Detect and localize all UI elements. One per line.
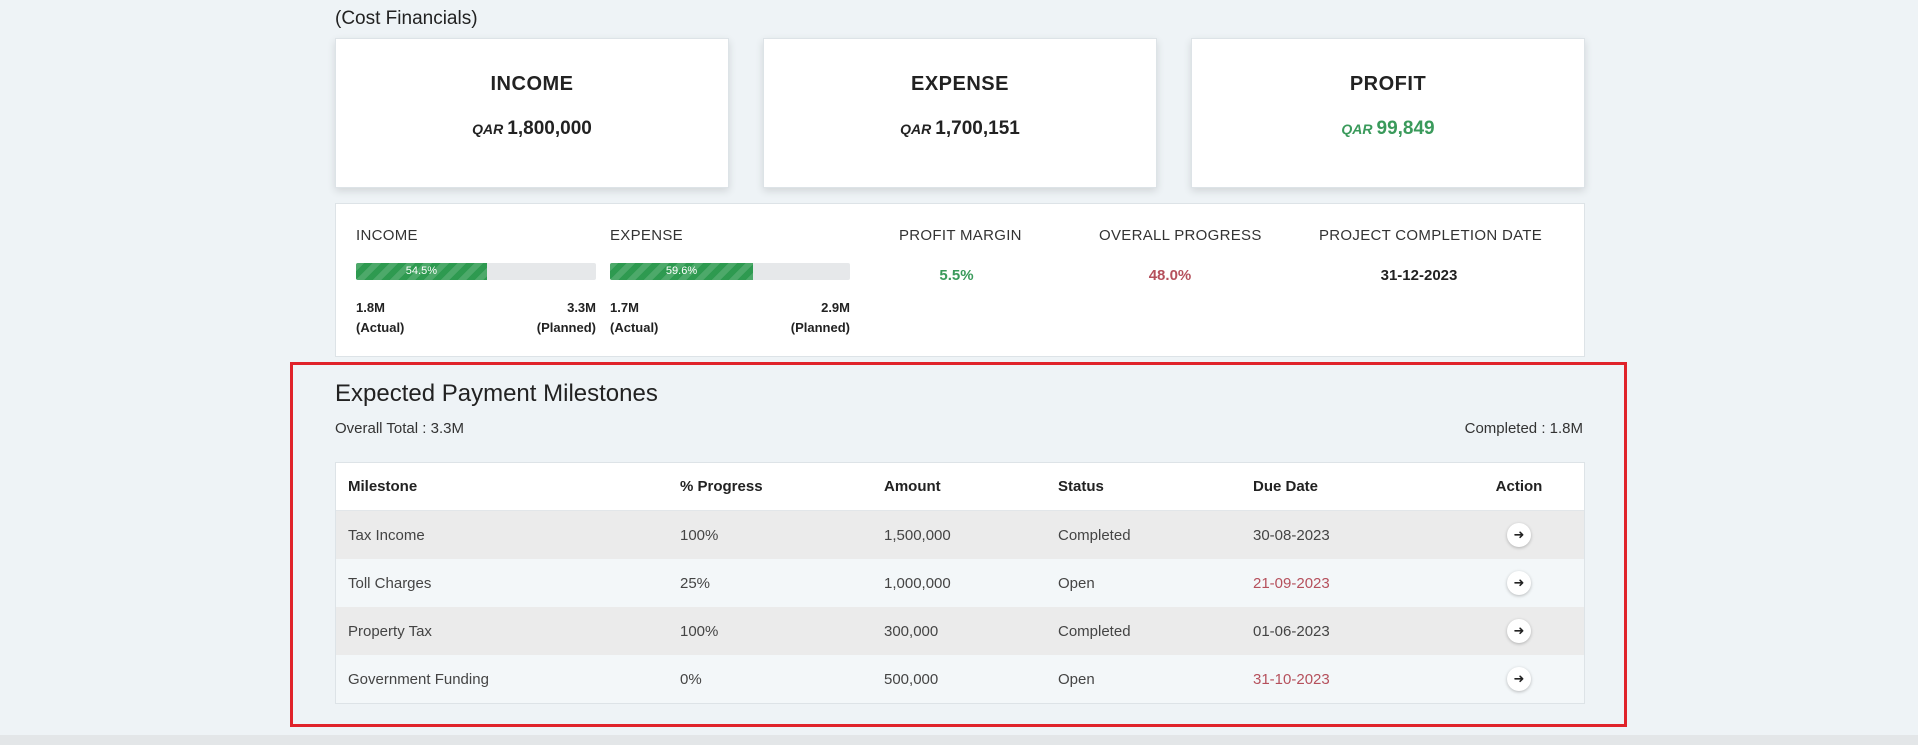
- table-row: Government Funding 0% 500,000 Open 31-10…: [336, 655, 1584, 703]
- income-actual: 1.8M (Actual): [356, 298, 404, 338]
- expense-card-title: EXPENSE: [911, 73, 1009, 95]
- cell-action: ➜: [1454, 655, 1584, 703]
- cell-amount: 1,500,000: [872, 510, 1046, 559]
- income-actual-label: (Actual): [356, 320, 405, 335]
- table-row: Toll Charges 25% 1,000,000 Open 21-09-20…: [336, 559, 1584, 607]
- cell-due-date: 01-06-2023: [1241, 607, 1454, 655]
- milestones-table: Milestone % Progress Amount Status Due D…: [335, 462, 1585, 704]
- cell-milestone: Property Tax: [336, 607, 668, 655]
- income-amount: 1,800,000: [507, 118, 592, 139]
- milestones-completed-total: Completed : 1.8M: [1464, 420, 1583, 437]
- cell-status: Open: [1046, 655, 1241, 703]
- profit-card-value-row: QAR 99,849: [1192, 118, 1584, 140]
- page-bottom-edge: [0, 735, 1918, 745]
- income-card: INCOME QAR 1,800,000: [335, 38, 729, 188]
- cell-progress: 25%: [668, 559, 872, 607]
- arrow-right-icon[interactable]: ➜: [1507, 571, 1531, 595]
- profit-margin-value: 5.5%: [939, 267, 974, 284]
- overall-progress-label: OVERALL PROGRESS: [1099, 227, 1262, 244]
- income-currency: QAR: [472, 121, 504, 137]
- profit-amount: 99,849: [1376, 118, 1435, 139]
- table-row: Property Tax 100% 300,000 Completed 01-0…: [336, 607, 1584, 655]
- cell-status: Open: [1046, 559, 1241, 607]
- col-milestone: Milestone: [336, 463, 668, 511]
- section-title: (Cost Financials): [335, 8, 478, 29]
- cell-progress: 0%: [668, 655, 872, 703]
- cell-milestone: Government Funding: [336, 655, 668, 703]
- completion-date-label: PROJECT COMPLETION DATE: [1319, 227, 1543, 244]
- cell-milestone: Toll Charges: [336, 559, 668, 607]
- expense-progress-fill: 59.6%: [610, 263, 754, 280]
- cell-amount: 1,000,000: [872, 559, 1046, 607]
- summary-income-label: INCOME: [356, 227, 418, 244]
- arrow-right-icon[interactable]: ➜: [1507, 667, 1531, 691]
- cell-due-date: 30-08-2023: [1241, 510, 1454, 559]
- cell-milestone: Tax Income: [336, 510, 668, 559]
- table-row: Tax Income 100% 1,500,000 Completed 30-0…: [336, 510, 1584, 559]
- milestones-highlight-box: [290, 362, 1627, 727]
- completion-date-value: 31-12-2023: [1380, 267, 1458, 284]
- income-planned-label: (Planned): [536, 320, 596, 335]
- cell-progress: 100%: [668, 607, 872, 655]
- milestones-title: Expected Payment Milestones: [335, 380, 658, 407]
- col-amount: Amount: [872, 463, 1046, 511]
- profit-card: PROFIT QAR 99,849: [1191, 38, 1585, 188]
- expense-card-value-row: QAR 1,700,151: [764, 118, 1156, 140]
- cell-action: ➜: [1454, 559, 1584, 607]
- cell-due-date: 31-10-2023: [1241, 655, 1454, 703]
- income-planned: 3.3M (Planned): [537, 298, 596, 338]
- summary-expense-label: EXPENSE: [610, 227, 683, 244]
- income-card-value-row: QAR 1,800,000: [336, 118, 728, 140]
- cell-action: ➜: [1454, 607, 1584, 655]
- cell-amount: 500,000: [872, 655, 1046, 703]
- cell-status: Completed: [1046, 510, 1241, 559]
- income-progress-fill: 54.5%: [356, 263, 487, 280]
- profit-card-title: PROFIT: [1349, 73, 1427, 95]
- expense-card: EXPENSE QAR 1,700,151: [763, 38, 1157, 188]
- expense-actual-value: 1.7M: [610, 300, 639, 315]
- expense-planned-value: 2.9M: [821, 300, 850, 315]
- col-due-date: Due Date: [1241, 463, 1454, 511]
- profit-margin-label: PROFIT MARGIN: [899, 227, 1022, 244]
- income-planned-value: 3.3M: [567, 300, 596, 315]
- expense-progress-bar: 59.6%: [610, 263, 850, 280]
- expense-currency: QAR: [900, 121, 932, 137]
- cell-status: Completed: [1046, 607, 1241, 655]
- income-progress-bar: 54.5%: [356, 263, 596, 280]
- cell-due-date: 21-09-2023: [1241, 559, 1454, 607]
- expense-planned: 2.9M (Planned): [791, 298, 850, 338]
- arrow-right-icon[interactable]: ➜: [1507, 523, 1531, 547]
- expense-actual: 1.7M (Actual): [610, 298, 658, 338]
- milestones-overall-total: Overall Total : 3.3M: [335, 420, 464, 437]
- profit-currency: QAR: [1341, 121, 1373, 137]
- overall-progress-value: 48.0%: [1148, 267, 1192, 284]
- expense-planned-label: (Planned): [790, 320, 850, 335]
- expense-amount: 1,700,151: [935, 118, 1020, 139]
- col-progress: % Progress: [668, 463, 872, 511]
- financial-summary-panel: INCOME 54.5% 1.8M (Actual) 3.3M (Planned…: [335, 203, 1585, 357]
- col-action: Action: [1454, 463, 1584, 511]
- arrow-right-icon[interactable]: ➜: [1507, 619, 1531, 643]
- income-actual-value: 1.8M: [356, 300, 385, 315]
- table-header-row: Milestone % Progress Amount Status Due D…: [336, 463, 1584, 511]
- expense-actual-label: (Actual): [610, 320, 659, 335]
- cell-amount: 300,000: [872, 607, 1046, 655]
- cell-action: ➜: [1454, 510, 1584, 559]
- cell-progress: 100%: [668, 510, 872, 559]
- col-status: Status: [1046, 463, 1241, 511]
- income-card-title: INCOME: [490, 73, 574, 95]
